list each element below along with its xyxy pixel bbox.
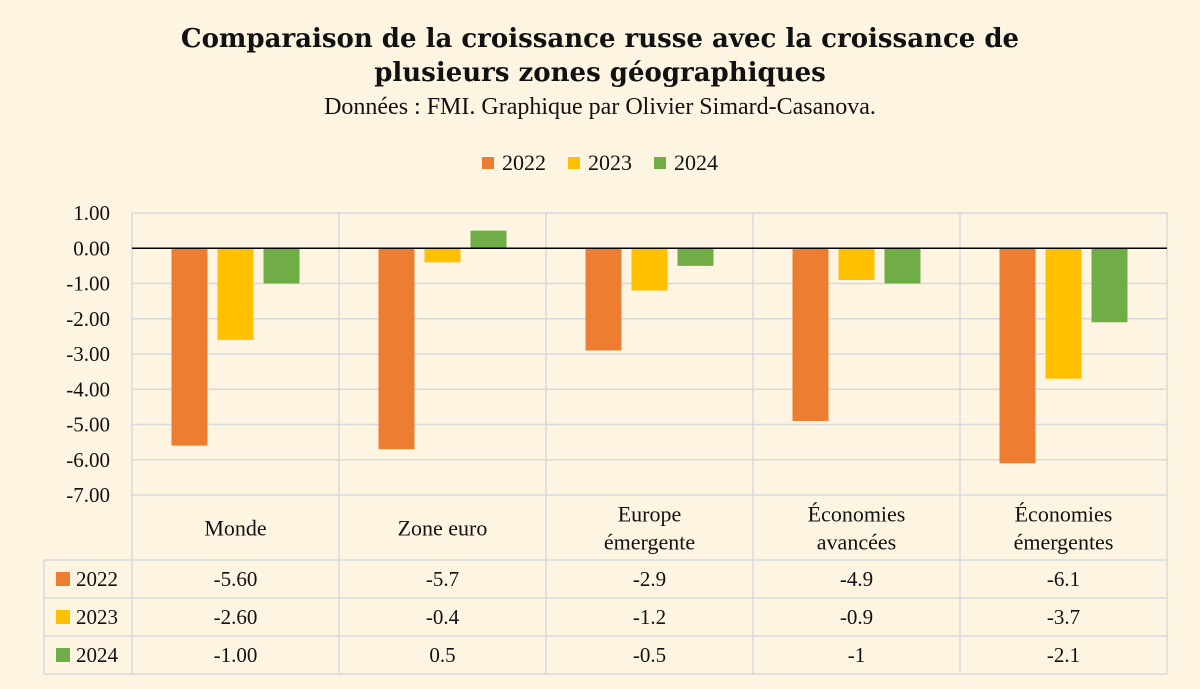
bar-2023 bbox=[838, 248, 875, 280]
table-series-label: 2022 bbox=[76, 567, 118, 591]
table-cell: -1.2 bbox=[633, 605, 666, 629]
table-cell: -4.9 bbox=[840, 567, 873, 591]
y-tick-label: -1.00 bbox=[66, 272, 110, 296]
table-legend-swatch bbox=[56, 572, 70, 586]
table-series-label: 2024 bbox=[76, 643, 119, 667]
legend-item-2022: 2022 bbox=[482, 150, 546, 176]
y-tick-label: -7.00 bbox=[66, 483, 110, 507]
table-cell: -6.1 bbox=[1047, 567, 1080, 591]
legend-swatch bbox=[654, 157, 666, 169]
bar-2024 bbox=[677, 248, 714, 266]
bar-2023 bbox=[424, 248, 461, 263]
table-cell: -2.9 bbox=[633, 567, 666, 591]
y-tick-label: 0.00 bbox=[73, 236, 110, 260]
y-tick-label: -2.00 bbox=[66, 307, 110, 331]
bar-2024 bbox=[263, 248, 300, 284]
table-cell: -3.7 bbox=[1047, 605, 1080, 629]
y-tick-label: -3.00 bbox=[66, 342, 110, 366]
chart-title-line-1: Comparaison de la croissance russe avec … bbox=[180, 24, 1020, 54]
category-label: Europe bbox=[618, 502, 682, 527]
table-cell: -0.4 bbox=[426, 605, 460, 629]
table-cell: -0.9 bbox=[840, 605, 873, 629]
bar-2024 bbox=[470, 230, 507, 249]
chart-subtitle: Données : FMI. Graphique par Olivier Sim… bbox=[324, 94, 876, 120]
table-cell: -1 bbox=[848, 643, 866, 667]
bar-2023 bbox=[217, 248, 254, 340]
bar-2022 bbox=[585, 248, 622, 351]
legend-label: 2024 bbox=[674, 150, 718, 175]
category-label: avancées bbox=[817, 530, 896, 555]
legend-item-2023: 2023 bbox=[568, 150, 632, 176]
bar-2023 bbox=[631, 248, 668, 291]
category-label: Monde bbox=[204, 516, 266, 541]
legend-label: 2022 bbox=[502, 150, 546, 175]
table-cell: -1.00 bbox=[214, 643, 258, 667]
y-tick-label: -5.00 bbox=[66, 413, 110, 437]
category-label: Économies bbox=[1015, 502, 1113, 527]
table-cell: -5.60 bbox=[214, 567, 258, 591]
bar-2023 bbox=[1045, 248, 1082, 379]
bar-2022 bbox=[999, 248, 1036, 464]
table-cell: 0.5 bbox=[429, 643, 455, 667]
bar-2022 bbox=[378, 248, 415, 450]
bar-2022 bbox=[171, 248, 208, 446]
category-label: Économies bbox=[808, 502, 906, 527]
table-legend-swatch bbox=[56, 610, 70, 624]
table-cell: -0.5 bbox=[633, 643, 666, 667]
bar-2022 bbox=[792, 248, 829, 421]
table-series-label: 2023 bbox=[76, 605, 118, 629]
table-cell: -5.7 bbox=[426, 567, 459, 591]
table-legend-swatch bbox=[56, 648, 70, 662]
category-label: Zone euro bbox=[398, 516, 488, 541]
legend-swatch bbox=[482, 157, 494, 169]
legend-label: 2023 bbox=[588, 150, 632, 175]
bar-2024 bbox=[1091, 248, 1128, 323]
y-tick-label: -6.00 bbox=[66, 448, 110, 472]
legend: 2022 2023 2024 bbox=[0, 150, 1200, 176]
y-tick-label: 1.00 bbox=[73, 201, 110, 225]
category-label: émergentes bbox=[1014, 530, 1114, 555]
chart-title-line-2: plusieurs zones géographiques bbox=[374, 58, 826, 88]
bar-2024 bbox=[884, 248, 921, 284]
legend-swatch bbox=[568, 157, 580, 169]
table-cell: -2.1 bbox=[1047, 643, 1080, 667]
table-cell: -2.60 bbox=[214, 605, 258, 629]
legend-item-2024: 2024 bbox=[654, 150, 718, 176]
y-tick-label: -4.00 bbox=[66, 377, 110, 401]
category-label: émergente bbox=[604, 530, 695, 555]
